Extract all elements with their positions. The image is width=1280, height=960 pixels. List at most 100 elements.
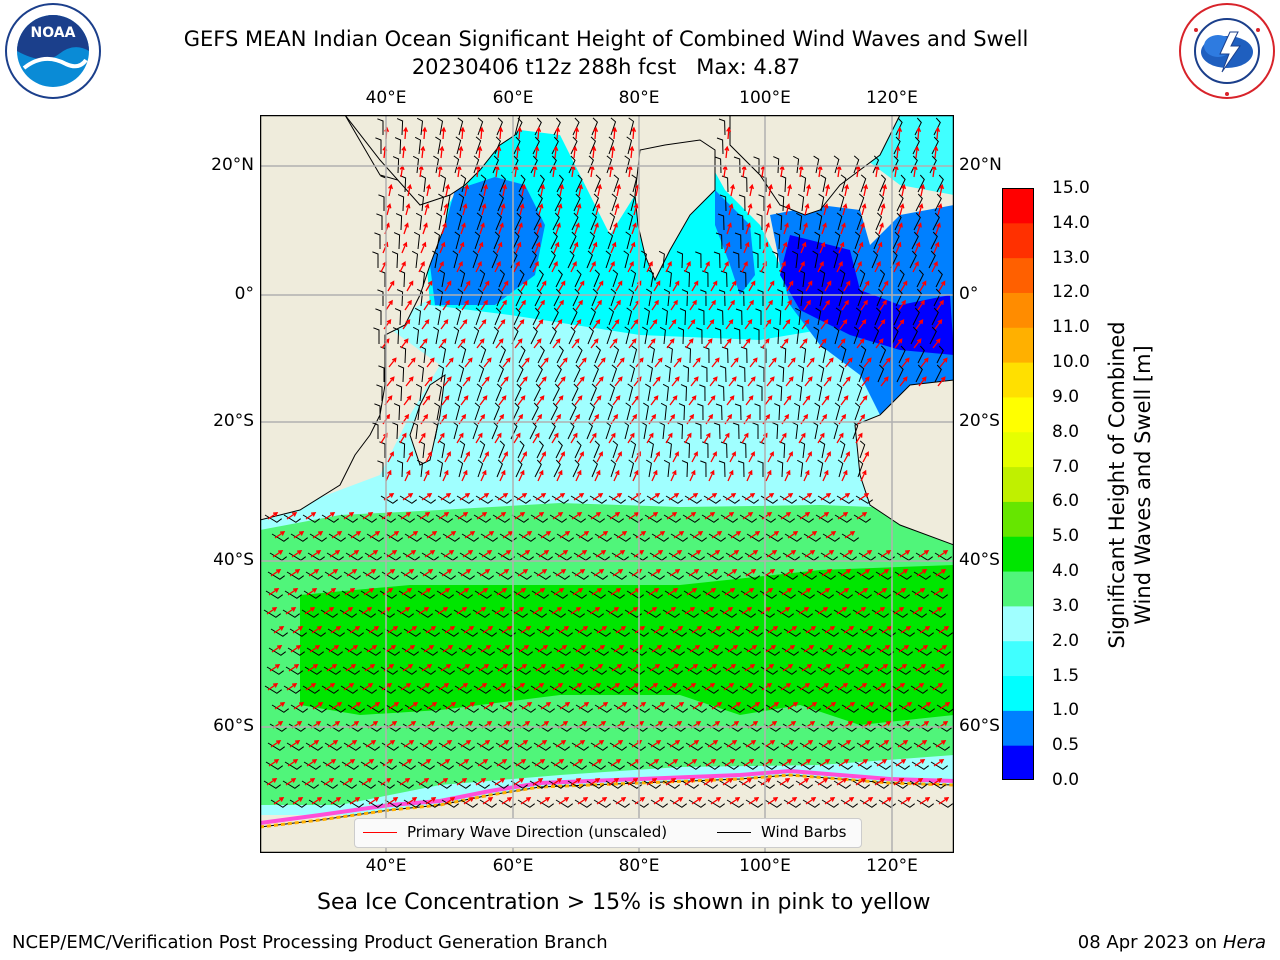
wave-direction-arrow	[839, 493, 851, 501]
wind-barb	[641, 250, 647, 269]
wind-barb	[933, 647, 951, 656]
wind-barb	[550, 402, 558, 421]
wind-barb	[377, 609, 395, 618]
wind-barb	[380, 495, 398, 504]
wave-direction-arrow	[860, 645, 872, 653]
wave-direction-arrow	[691, 451, 698, 463]
wind-barb	[644, 514, 662, 523]
wind-barb	[342, 666, 360, 675]
wave-direction-arrow	[706, 493, 718, 501]
wave-direction-arrow	[765, 645, 777, 653]
wind-barb	[932, 571, 950, 580]
wind-barb	[441, 799, 459, 808]
wave-direction-arrow	[460, 569, 472, 577]
wave-direction-arrow	[765, 469, 772, 482]
wave-direction-arrow	[612, 740, 624, 748]
wave-direction-arrow	[649, 319, 658, 330]
wave-direction-arrow	[517, 126, 523, 140]
wind-barb	[590, 212, 597, 231]
wind-barb	[757, 460, 764, 477]
wind-barb	[838, 364, 845, 383]
wind-barb	[394, 308, 402, 326]
wave-direction-arrow	[746, 299, 754, 311]
wave-direction-arrow	[687, 319, 696, 330]
wave-direction-arrow	[577, 451, 584, 463]
wind-barb	[567, 250, 575, 269]
wind-barb	[800, 174, 807, 193]
wave-direction-arrow	[668, 664, 680, 672]
wave-direction-arrow	[627, 260, 634, 273]
wave-direction-arrow	[274, 702, 286, 710]
wind-barb	[877, 364, 885, 383]
wind-barb	[778, 761, 796, 770]
wind-barb	[461, 704, 479, 713]
colorbar-swatch	[1002, 327, 1034, 363]
wave-direction-arrow	[935, 740, 947, 748]
wave-direction-arrow	[570, 432, 578, 444]
wave-direction-arrow	[576, 376, 585, 387]
wave-direction-arrow	[407, 357, 416, 368]
wave-direction-arrow	[652, 376, 661, 387]
wave-direction-arrow	[573, 493, 585, 501]
wind-barb	[360, 590, 378, 599]
colorbar-swatch	[1002, 675, 1034, 711]
wind-barb	[327, 799, 345, 808]
wave-direction-arrow	[745, 569, 757, 577]
wind-barb	[309, 533, 327, 542]
wave-direction-arrow	[730, 357, 739, 368]
wind-barb	[550, 761, 568, 770]
wave-direction-arrow	[824, 451, 831, 463]
wind-barb	[895, 288, 903, 307]
colorbar-tick-label: 15.0	[1052, 178, 1090, 198]
wave-direction-arrow	[863, 183, 869, 197]
wave-direction-arrow	[270, 740, 282, 748]
wave-direction-arrow	[609, 683, 621, 691]
wave-direction-arrow	[749, 702, 761, 710]
wave-direction-arrow	[403, 569, 415, 577]
wind-barb	[396, 118, 404, 136]
wave-direction-arrow	[552, 683, 564, 691]
wind-barb	[529, 609, 547, 618]
wave-direction-arrow	[399, 778, 411, 786]
wind-barb	[493, 402, 500, 421]
wave-direction-arrow	[304, 778, 316, 786]
wind-barb	[343, 742, 361, 751]
wave-direction-arrow	[534, 759, 546, 767]
wind-barb	[479, 628, 497, 637]
wave-direction-arrow	[613, 299, 621, 311]
wind-barb	[494, 307, 501, 326]
wind-barb	[535, 193, 543, 212]
wind-barb	[474, 231, 481, 250]
wave-direction-arrow	[594, 469, 601, 482]
wave-direction-arrow	[855, 432, 863, 444]
wave-direction-arrow	[703, 432, 711, 444]
wind-barb	[761, 742, 779, 751]
wind-barb	[499, 174, 506, 193]
wind-barb	[719, 780, 737, 789]
wind-barb	[928, 250, 936, 269]
wind-barb	[704, 742, 722, 751]
wave-direction-arrow	[672, 797, 684, 805]
wind-barb	[876, 288, 884, 307]
wave-direction-arrow	[670, 299, 678, 311]
wave-direction-arrow	[418, 260, 425, 273]
wind-barb	[784, 704, 802, 713]
wave-direction-arrow	[711, 702, 723, 710]
wave-direction-arrow	[726, 222, 732, 235]
wave-direction-arrow	[862, 451, 869, 463]
wave-direction-arrow	[653, 280, 661, 292]
wind-barb	[439, 440, 446, 459]
wind-barb	[341, 761, 359, 770]
wind-barb	[414, 136, 422, 155]
wind-barb	[556, 174, 564, 193]
wind-barb	[534, 288, 542, 307]
wind-barb	[840, 174, 847, 193]
wave-direction-arrow	[666, 512, 678, 520]
wave-direction-arrow	[608, 607, 620, 615]
wind-barb	[283, 514, 301, 523]
wave-direction-arrow	[578, 357, 587, 368]
wind-barb	[909, 250, 917, 269]
wave-direction-arrow	[462, 376, 471, 387]
wind-barb	[378, 685, 396, 694]
wave-direction-arrow	[646, 607, 658, 615]
